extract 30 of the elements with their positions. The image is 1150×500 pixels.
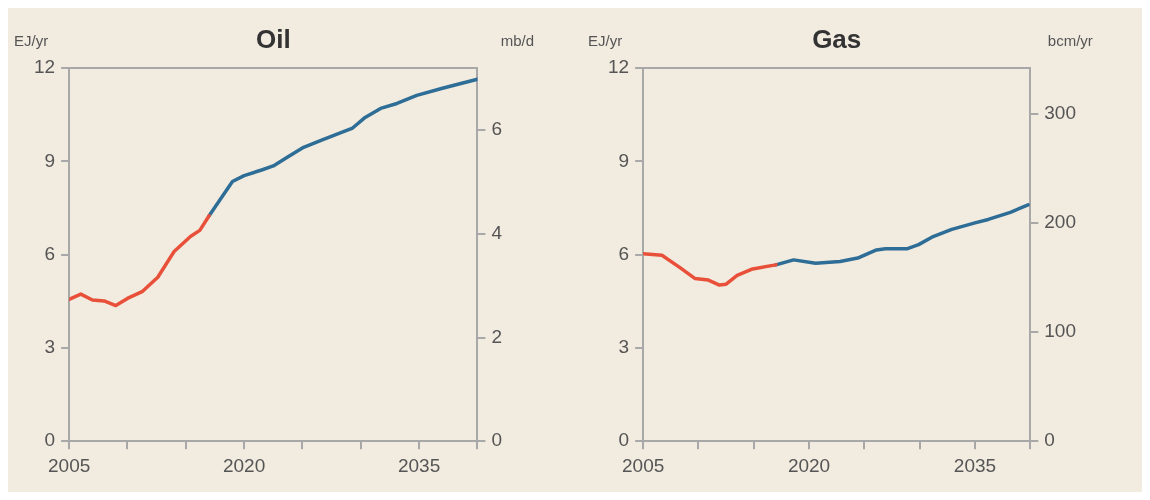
y2-tick-label: 2 [491, 325, 503, 347]
y-tick-label: 0 [618, 429, 630, 451]
x-tick-label: 2035 [953, 454, 997, 476]
y-axis-title: EJ/yr [588, 32, 623, 49]
y2-axis-title: mb/d [500, 32, 535, 49]
y-tick-label: 9 [618, 149, 630, 171]
y-axis-title: EJ/yr [14, 32, 49, 49]
y-tick-label: 6 [44, 242, 56, 264]
x-tick-label: 2005 [47, 454, 91, 476]
x-tick-label: 2005 [621, 454, 665, 476]
y2-tick-label: 0 [491, 429, 503, 451]
y-tick-label: 9 [44, 149, 56, 171]
y-tick-label: 6 [618, 242, 630, 264]
y2-tick-label: 0 [1044, 429, 1055, 451]
y-tick-label: 3 [618, 336, 630, 358]
x-tick-label: 2035 [397, 454, 441, 476]
y2-tick-label: 4 [491, 222, 503, 244]
y-tick-label: 3 [44, 336, 56, 358]
y2-axis-title: bcm/yr [1047, 32, 1093, 49]
y-tick-label: 12 [607, 56, 630, 78]
x-tick-label: 2020 [787, 454, 831, 476]
y2-tick-label: 100 [1044, 320, 1076, 342]
y2-tick-label: 6 [491, 118, 503, 140]
chart-title: Gas [812, 24, 862, 54]
y2-tick-label: 200 [1044, 211, 1076, 233]
x-tick-label: 2020 [222, 454, 266, 476]
chart-title: Oil [255, 24, 291, 54]
y2-tick-label: 300 [1044, 102, 1076, 124]
y-tick-label: 0 [44, 429, 56, 451]
y-tick-label: 12 [33, 56, 56, 78]
